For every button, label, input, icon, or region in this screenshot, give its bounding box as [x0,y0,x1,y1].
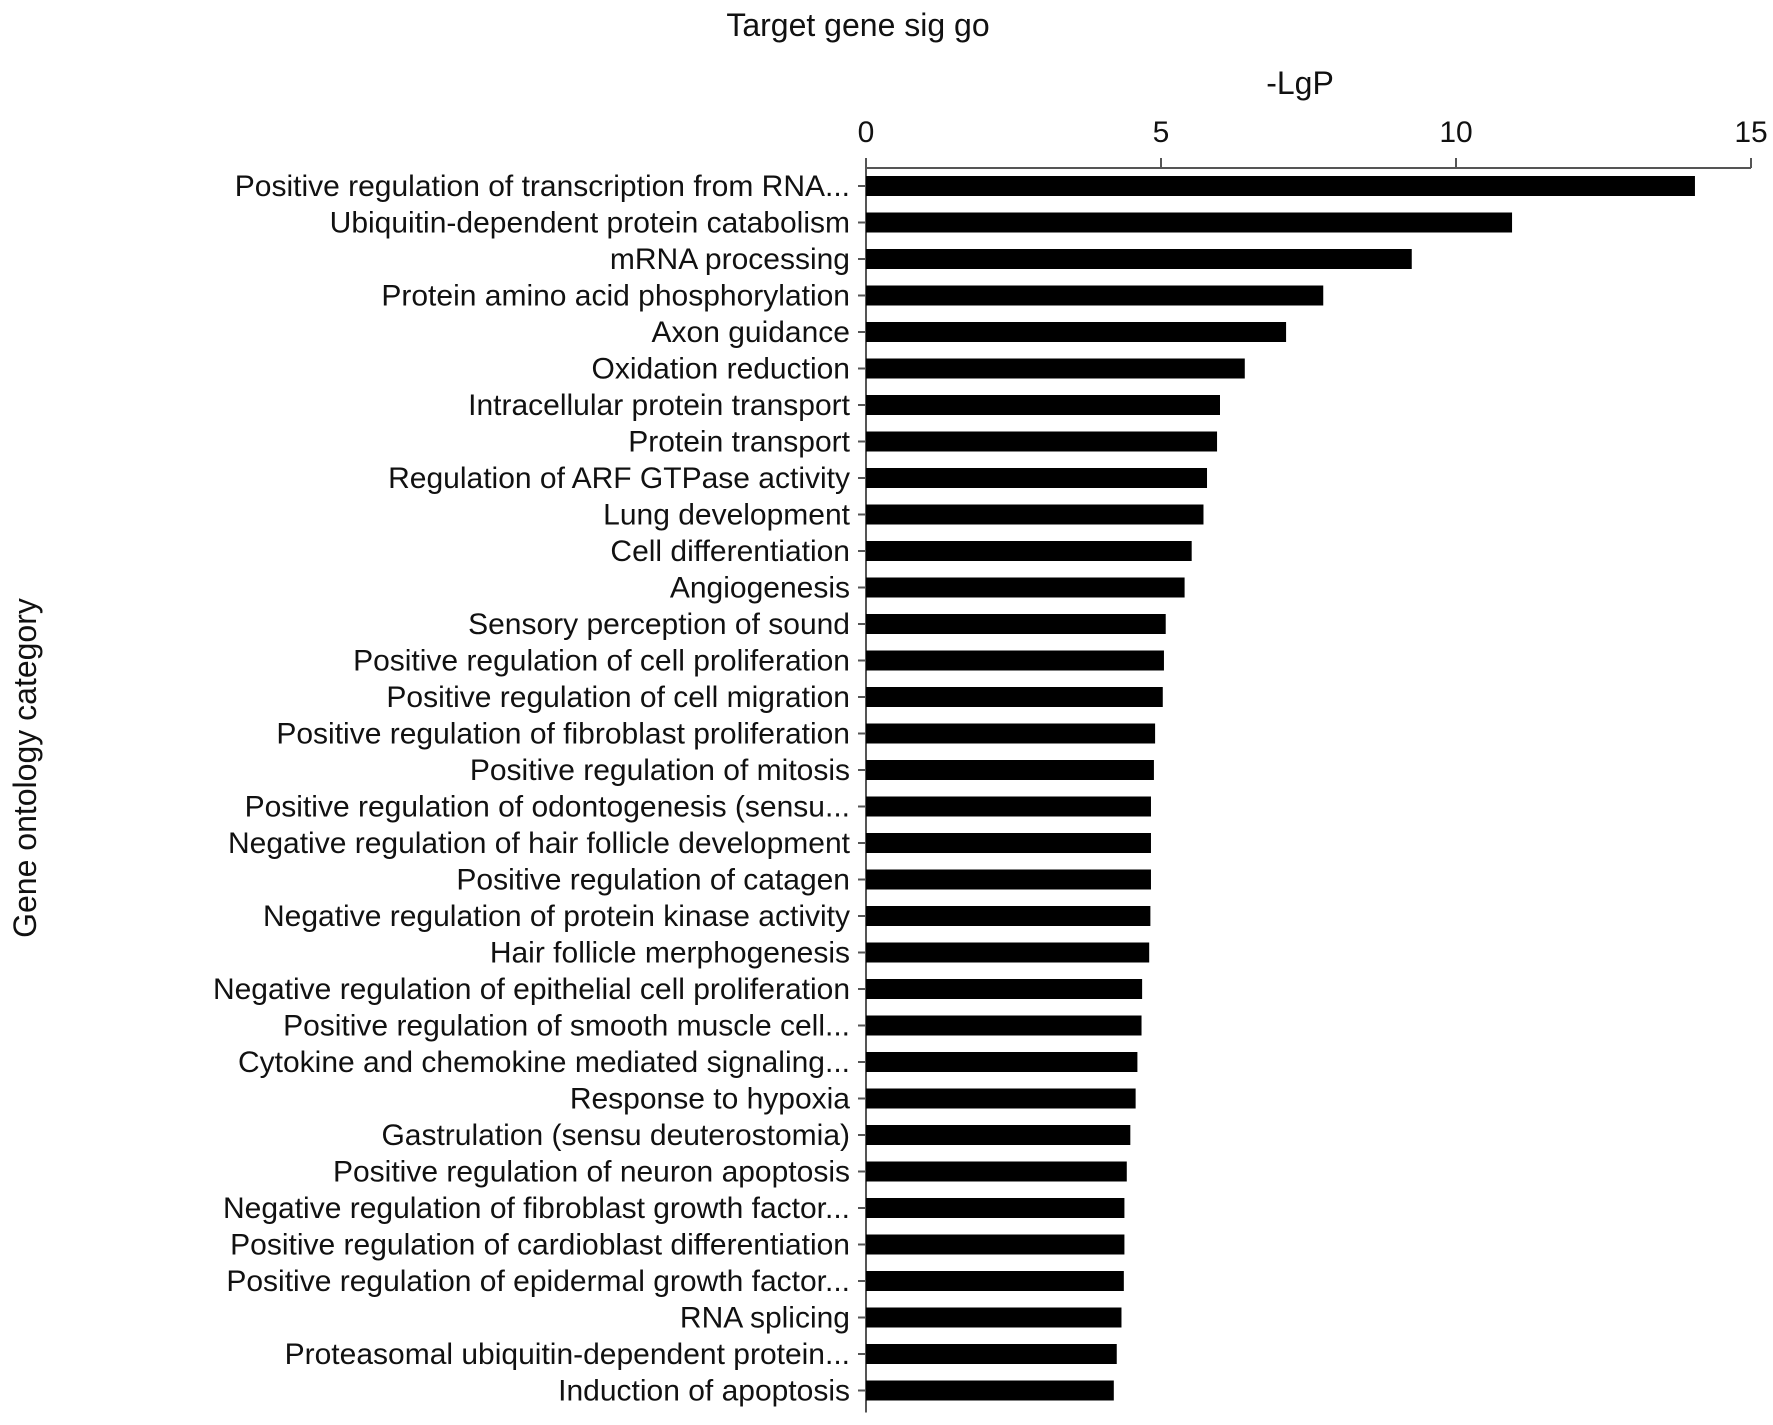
bar [866,1344,1117,1364]
bar [866,869,1151,890]
x-axis-title: -LgP [1266,65,1334,101]
bar [866,1052,1138,1072]
category-label: Hair follicle merphogenesis [490,937,850,970]
bar [866,541,1192,561]
category-label: Positive regulation of cell migration [386,681,850,714]
category-label: Intracellular protein transport [468,389,851,422]
bar [866,1380,1114,1401]
bar [866,504,1204,525]
category-label: RNA splicing [680,1302,850,1335]
category-label: Positive regulation of neuron apoptosis [333,1156,850,1189]
bar [866,322,1287,342]
bar [866,979,1143,999]
bar [866,1271,1124,1291]
bar [866,723,1156,744]
bar [866,577,1185,598]
bar [866,285,1324,306]
bar [866,650,1164,671]
bar [866,906,1151,926]
category-label: Gastrulation (sensu deuterostomia) [381,1119,850,1152]
category-label: Positive regulation of epidermal growth … [226,1265,850,1298]
bar [866,1125,1131,1145]
category-label: Protein amino acid phosphorylation [381,280,850,313]
category-label: Negative regulation of protein kinase ac… [263,900,850,933]
category-label: Regulation of ARF GTPase activity [388,462,850,495]
category-label: Negative regulation of epithelial cell p… [213,973,850,1006]
category-label: Cell differentiation [610,535,850,568]
category-label: Axon guidance [652,316,851,349]
bar [866,1015,1142,1036]
category-label: Ubiquitin-dependent protein catabolism [330,207,850,240]
category-label: Positive regulation of fibroblast prolif… [276,718,850,751]
bar [866,942,1150,963]
x-tick-label: 5 [1153,116,1170,149]
x-tick-label: 0 [858,116,875,149]
category-label: Lung development [603,499,851,532]
y-axis-title: Gene ontology category [7,598,43,938]
category-label: Positive regulation of odontogenesis (se… [245,791,850,824]
category-label: Positive regulation of catagen [456,864,850,897]
bar [866,358,1245,379]
category-label: Positive regulation of cardioblast diffe… [230,1229,850,1262]
bar [866,760,1154,780]
bar [866,614,1166,634]
bar [866,431,1218,452]
category-label: Angiogenesis [670,572,850,605]
bar [866,468,1208,488]
category-label: Positive regulation of cell proliferatio… [353,645,850,678]
category-label: mRNA processing [610,243,850,276]
bars-layer [866,176,1695,1401]
bar [866,1234,1125,1255]
chart-title: Target gene sig go [726,7,989,43]
bar [866,796,1151,817]
category-label: Negative regulation of hair follicle dev… [228,827,851,860]
category-label: Sensory perception of sound [468,608,850,641]
category-label: Positive regulation of smooth muscle cel… [283,1010,850,1043]
category-label: Proteasomal ubiquitin-dependent protein.… [285,1338,850,1371]
bar [866,249,1412,269]
category-label: Protein transport [628,426,850,459]
category-label: Negative regulation of fibroblast growth… [223,1192,850,1225]
x-tick-label: 15 [1734,116,1767,149]
bar [866,395,1220,415]
bar [866,212,1513,233]
category-label: Positive regulation of transcription fro… [235,170,850,203]
category-label: Cytokine and chemokine mediated signalin… [238,1046,850,1079]
category-labels: Positive regulation of transcription fro… [213,170,851,1408]
category-label: Positive regulation of mitosis [470,754,850,787]
bar [866,1161,1127,1182]
x-tick-label: 10 [1439,116,1472,149]
bar [866,687,1163,707]
bar [866,1088,1136,1109]
category-label: Response to hypoxia [570,1083,850,1116]
bar [866,833,1151,853]
category-label: Oxidation reduction [592,353,851,386]
bar [866,1198,1125,1218]
bar [866,176,1695,196]
bar [866,1307,1122,1328]
category-label: Induction of apoptosis [558,1375,850,1408]
